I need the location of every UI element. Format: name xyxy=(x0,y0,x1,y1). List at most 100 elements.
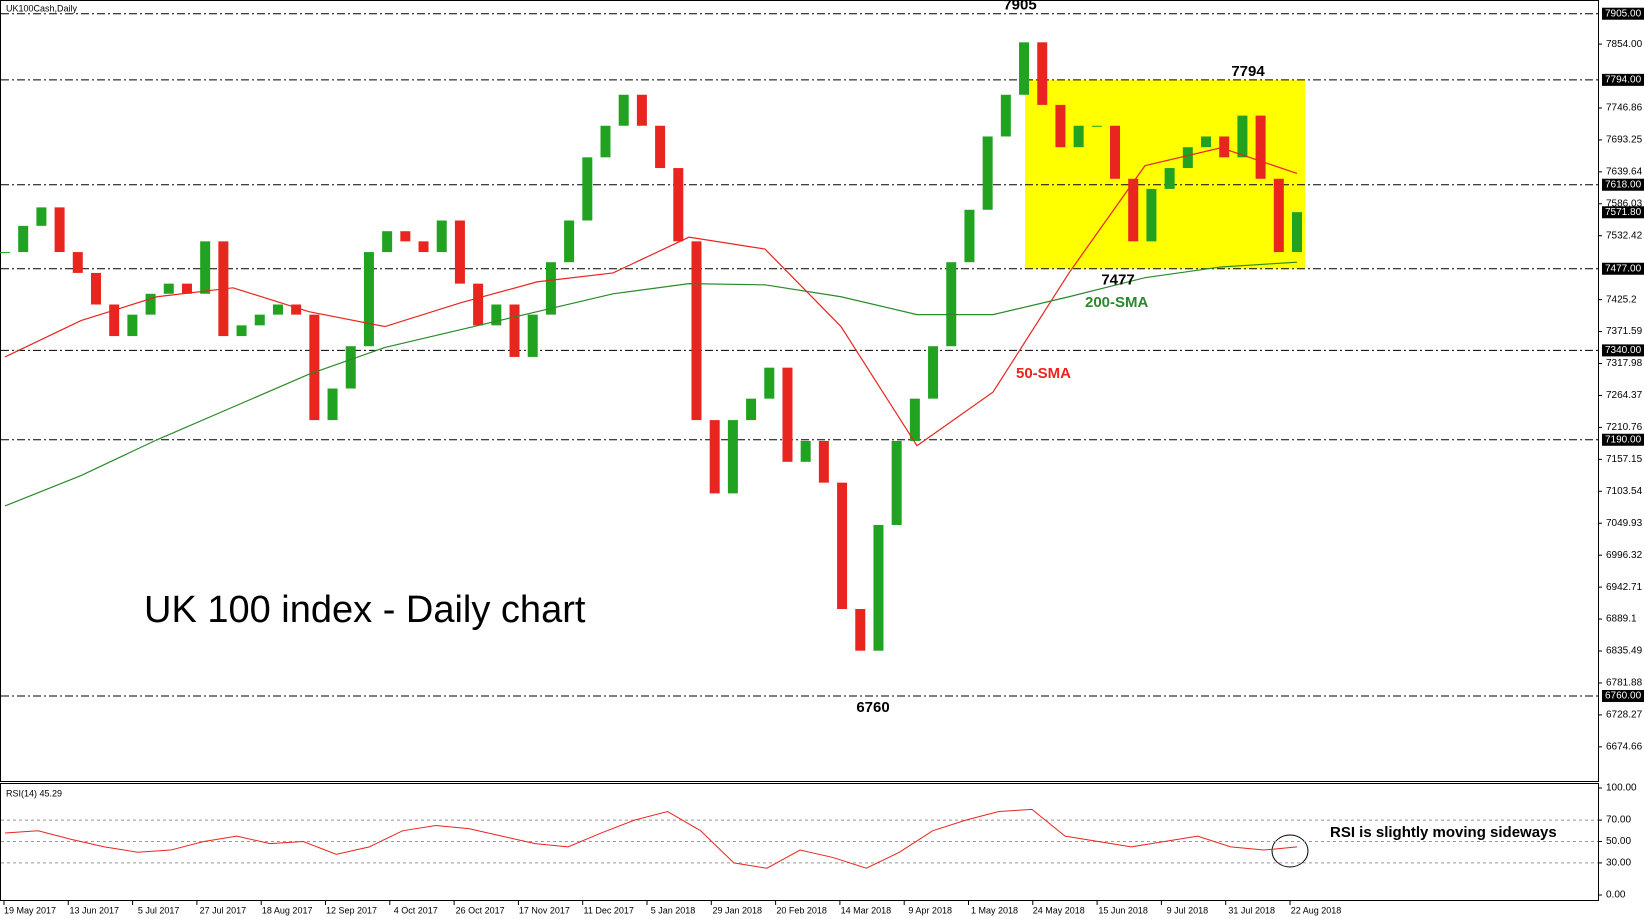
x-tick-label: 19 May 2017 xyxy=(4,905,56,915)
candle xyxy=(363,252,374,347)
x-tick-label: 24 May 2018 xyxy=(1033,905,1085,915)
level-box xyxy=(1602,73,1644,86)
candle xyxy=(272,304,283,315)
candle xyxy=(618,94,629,126)
level-box xyxy=(1602,689,1644,702)
candle xyxy=(18,225,29,253)
price-annotation: 7477 xyxy=(1101,272,1134,289)
y-tick-label: 7210.76 xyxy=(1606,422,1643,433)
candle xyxy=(0,252,11,254)
symbol-label: UK100Cash,Daily xyxy=(6,3,78,13)
candle xyxy=(418,241,429,253)
level-label: 7794.00 xyxy=(1605,75,1642,86)
main-panel xyxy=(0,0,1599,782)
sma-line xyxy=(4,147,1298,447)
x-tick-label: 22 Aug 2018 xyxy=(1291,905,1342,915)
y-tick-label: 7854.00 xyxy=(1606,39,1643,50)
candle xyxy=(764,367,775,399)
price-annotation: 6760 xyxy=(856,699,889,716)
y-tick-label: 6674.66 xyxy=(1606,741,1643,752)
y-tick-label: 7639.64 xyxy=(1606,166,1643,177)
candle xyxy=(636,94,647,126)
candle xyxy=(1182,147,1193,169)
candle xyxy=(709,420,720,494)
price-label: 7571.80 xyxy=(1605,207,1642,218)
level-box xyxy=(1602,433,1644,446)
candle xyxy=(1073,125,1084,148)
x-tick-label: 26 Oct 2017 xyxy=(456,905,505,915)
candle xyxy=(327,388,338,421)
candle xyxy=(1237,115,1248,158)
y-tick-label: 7157.15 xyxy=(1606,454,1643,465)
level-box xyxy=(1602,262,1644,275)
level-label: 7905.00 xyxy=(1605,8,1642,19)
level-box xyxy=(1602,344,1644,357)
candle xyxy=(309,314,320,421)
candle xyxy=(837,482,848,609)
y-tick-label: 7371.59 xyxy=(1606,326,1643,337)
candle xyxy=(127,314,138,337)
candle xyxy=(545,262,556,315)
candle xyxy=(1110,125,1121,179)
y-tick-label: 7103.54 xyxy=(1606,486,1643,497)
candle xyxy=(1273,178,1284,253)
level-label: 7340.00 xyxy=(1605,345,1642,356)
candle xyxy=(928,346,939,399)
candle xyxy=(909,398,920,441)
candle xyxy=(691,241,702,421)
rsi-annotation: RSI is slightly moving sideways xyxy=(1330,824,1557,841)
candle xyxy=(36,207,47,226)
candle xyxy=(818,440,829,483)
candle xyxy=(1019,42,1030,95)
x-tick-label: 18 Aug 2017 xyxy=(262,905,313,915)
x-tick-label: 14 Mar 2018 xyxy=(841,905,892,915)
y-tick-label: 6942.71 xyxy=(1606,582,1643,593)
y-tick-label: 7746.86 xyxy=(1606,103,1643,114)
candle xyxy=(72,252,83,273)
rsi-line xyxy=(4,808,1298,869)
candle xyxy=(181,283,192,294)
candle xyxy=(491,304,502,326)
level-label: 7477.00 xyxy=(1605,263,1642,274)
candle xyxy=(527,314,538,357)
y-tick-label: 7264.37 xyxy=(1606,390,1643,401)
candle xyxy=(236,325,247,337)
y-tick-label: 7532.42 xyxy=(1606,230,1643,241)
x-tick-label: 13 Jun 2017 xyxy=(70,905,120,915)
candle xyxy=(291,304,302,315)
candle xyxy=(1091,125,1102,127)
candle xyxy=(1146,188,1157,242)
candle xyxy=(1255,115,1266,179)
candle xyxy=(1055,104,1066,148)
rsi-circle xyxy=(1271,834,1309,868)
candle xyxy=(727,420,738,494)
y-tick-label: 7317.98 xyxy=(1606,358,1643,369)
x-tick-label: 9 Apr 2018 xyxy=(908,905,952,915)
y-tick-label: 6996.32 xyxy=(1606,550,1643,561)
candle xyxy=(746,398,757,421)
x-tick-label: 15 Jun 2018 xyxy=(1098,905,1148,915)
candle xyxy=(90,272,101,305)
candle xyxy=(946,262,957,347)
candle xyxy=(873,524,884,651)
y-tick-label: 6835.49 xyxy=(1606,646,1643,657)
candle xyxy=(891,440,902,525)
candle xyxy=(800,440,811,462)
candle xyxy=(109,304,120,337)
candle xyxy=(509,304,520,357)
chart-title: UK 100 index - Daily chart xyxy=(144,589,586,631)
x-tick-label: 12 Sep 2017 xyxy=(326,905,377,915)
x-tick-label: 11 Dec 2017 xyxy=(584,905,634,915)
x-tick-label: 29 Jan 2018 xyxy=(713,905,763,915)
candle xyxy=(145,293,156,315)
candle xyxy=(1000,94,1011,137)
candle xyxy=(582,157,593,221)
level-box xyxy=(1602,7,1644,20)
y-tick-label: 7586.03 xyxy=(1606,198,1643,209)
y-tick-label: 6728.27 xyxy=(1606,710,1643,721)
level-label: 7190.00 xyxy=(1605,434,1642,445)
x-tick-label: 1 May 2018 xyxy=(971,905,1018,915)
y-tick-label: 6781.88 xyxy=(1606,678,1643,689)
sma-label: 50-SMA xyxy=(1016,365,1071,382)
level-label: 7618.00 xyxy=(1605,179,1642,190)
